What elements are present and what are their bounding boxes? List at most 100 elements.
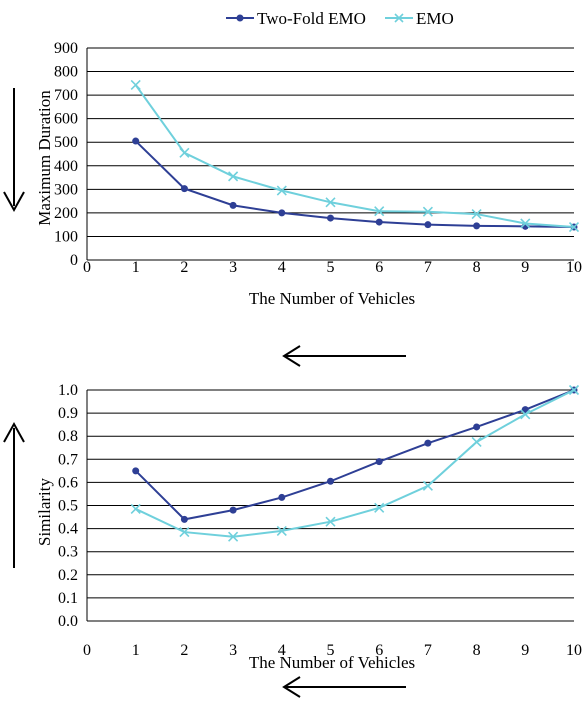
c2-x-axis-label: The Number of Vehicles — [249, 653, 415, 672]
series-line-two-fold-emo — [135, 140, 575, 229]
data-point-emo — [130, 79, 141, 91]
data-point-emo — [276, 525, 287, 536]
y-tick-label: 900 — [54, 40, 78, 57]
x-tick-label: 0 — [83, 642, 91, 659]
x-tick-label: 5 — [327, 642, 335, 659]
y-tick-label: 1.0 — [58, 382, 78, 399]
c1-x-axis-label: The Number of Vehicles — [249, 289, 415, 308]
data-point-emo — [568, 384, 580, 396]
up-arrow-icon — [3, 421, 25, 568]
data-point-two-fold-emo — [327, 214, 334, 222]
x-tick-label: 9 — [521, 642, 529, 659]
data-point-two-fold-emo — [180, 515, 188, 523]
data-point-two-fold-emo — [327, 477, 334, 485]
y-tick-label: 200 — [54, 205, 78, 222]
data-point-two-fold-emo — [473, 423, 481, 431]
x-tick-label: 1 — [132, 642, 140, 659]
legend-two-fold-marker-icon — [236, 14, 244, 22]
y-tick-label: 100 — [54, 228, 78, 245]
y-tick-label: 0.8 — [58, 428, 78, 445]
y-tick-label: 800 — [54, 64, 78, 81]
data-point-two-fold-emo — [229, 506, 237, 514]
x-tick-label: 3 — [229, 259, 237, 276]
left-arrow-icon — [282, 345, 406, 367]
data-point-emo — [130, 503, 141, 515]
c1-x-tick-labels: 0 1 2 3 4 5 6 7 8 9 10 — [83, 259, 582, 276]
x-tick-label: 3 — [229, 642, 237, 659]
y-tick-label: 600 — [54, 111, 78, 128]
data-point-emo — [374, 502, 385, 513]
x-tick-label: 10 — [566, 259, 582, 276]
left-arrow-icon — [282, 676, 406, 698]
chart-similarity: 0.0 0.1 0.2 0.3 0.4 0.5 0.6 0.7 0.8 0.9 1.0 0 1 2 3 4 5… — [3, 382, 582, 698]
legend: Two-Fold EMO EMO — [226, 9, 454, 28]
data-point-two-fold-emo — [424, 221, 432, 229]
x-tick-label: 7 — [424, 259, 432, 276]
x-tick-label: 8 — [473, 259, 481, 276]
data-point-emo — [228, 171, 239, 182]
data-point-two-fold-emo — [278, 209, 286, 217]
y-tick-label: 500 — [54, 134, 78, 151]
data-point-emo — [276, 185, 287, 196]
data-point-two-fold-emo — [180, 185, 188, 193]
c1-gridlines — [86, 47, 574, 261]
series-line-two-fold-emo — [134, 389, 575, 521]
c1-y-axis-label: Maximum Duration — [35, 90, 54, 226]
x-tick-label: 10 — [566, 642, 582, 659]
data-point-two-fold-emo — [132, 467, 140, 475]
x-tick-label: 8 — [473, 642, 481, 659]
data-point-two-fold-emo — [473, 222, 481, 230]
y-tick-label: 700 — [54, 87, 78, 104]
y-tick-label: 400 — [54, 158, 78, 175]
data-point-emo — [422, 480, 433, 491]
x-tick-label: 2 — [180, 642, 188, 659]
y-tick-label: 0.0 — [58, 613, 78, 630]
c1-series — [130, 79, 580, 233]
x-tick-label: 6 — [375, 259, 383, 276]
y-tick-label: 0.2 — [58, 567, 78, 584]
x-tick-label: 6 — [375, 642, 383, 659]
series-line-emo — [134, 84, 575, 229]
data-point-emo — [179, 147, 190, 158]
data-point-two-fold-emo — [132, 137, 140, 145]
data-point-emo — [471, 436, 482, 448]
data-point-emo — [325, 197, 336, 208]
y-tick-label: 0.1 — [58, 590, 78, 607]
chart-maximum-duration: 0 100 200 300 400 500 600 700 800 900 0 1 2 3 4 5 6 7 8 9 1… — [3, 40, 582, 367]
c2-gridlines — [86, 389, 574, 622]
x-tick-label: 7 — [424, 642, 432, 659]
c2-series — [130, 384, 580, 542]
y-tick-label: 0.6 — [58, 474, 78, 491]
y-tick-label: 0.5 — [58, 498, 78, 515]
data-point-emo — [422, 206, 433, 217]
series-line-emo — [135, 389, 575, 538]
x-tick-label: 4 — [278, 259, 286, 276]
y-tick-label: 0 — [70, 252, 78, 269]
c2-y-axis-label: Similarity — [35, 478, 54, 547]
data-point-emo — [568, 221, 580, 233]
x-tick-label: 1 — [132, 259, 140, 276]
legend-emo-marker-icon — [394, 13, 404, 23]
y-tick-label: 300 — [54, 181, 78, 198]
x-tick-label: 4 — [278, 642, 286, 659]
c1-y-tick-labels: 0 100 200 300 400 500 600 700 800 900 — [54, 40, 78, 269]
data-point-two-fold-emo — [278, 493, 286, 501]
data-point-two-fold-emo — [375, 218, 383, 226]
x-tick-label: 9 — [521, 259, 529, 276]
data-point-emo — [520, 218, 531, 229]
data-point-emo — [374, 206, 385, 217]
data-point-emo — [179, 526, 190, 538]
data-point-two-fold-emo — [424, 439, 432, 447]
data-point-emo — [520, 409, 531, 420]
legend-label-emo: EMO — [416, 9, 454, 28]
data-point-emo — [228, 531, 239, 542]
data-point-emo — [471, 209, 482, 220]
x-tick-label: 2 — [180, 259, 188, 276]
c2-x-tick-labels: 0 1 2 3 4 5 6 7 8 9 10 — [83, 642, 582, 659]
down-arrow-icon — [3, 88, 25, 213]
x-tick-label: 0 — [83, 259, 91, 276]
data-point-emo — [325, 516, 336, 527]
c2-y-tick-labels: 0.0 0.1 0.2 0.3 0.4 0.5 0.6 0.7 0.8 0.9 1.0 — [58, 382, 78, 630]
data-point-two-fold-emo — [229, 201, 237, 209]
